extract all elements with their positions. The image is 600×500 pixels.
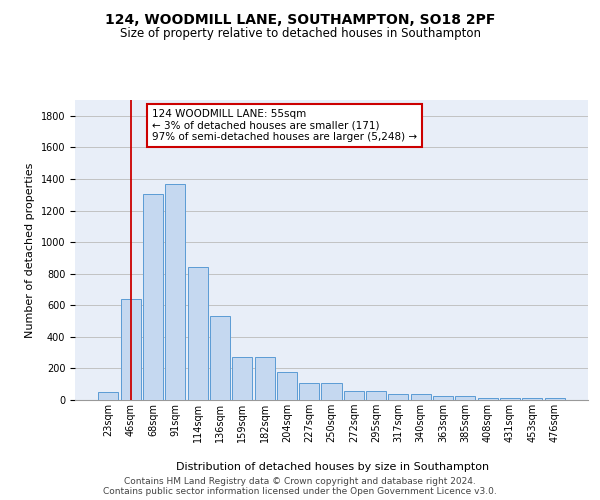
Bar [165, 184, 185, 400]
Bar [277, 372, 297, 400]
Bar [522, 398, 542, 400]
Bar [344, 390, 364, 400]
Bar [299, 384, 319, 400]
Text: 124, WOODMILL LANE, SOUTHAMPTON, SO18 2PF: 124, WOODMILL LANE, SOUTHAMPTON, SO18 2P… [105, 12, 495, 26]
Bar [98, 392, 118, 400]
Text: Distribution of detached houses by size in Southampton: Distribution of detached houses by size … [176, 462, 490, 472]
Bar [545, 398, 565, 400]
Bar [433, 396, 453, 400]
Bar [121, 299, 141, 400]
Bar [411, 394, 431, 400]
Bar [388, 394, 409, 400]
Bar [232, 358, 252, 400]
Bar [210, 316, 230, 400]
Bar [500, 398, 520, 400]
Y-axis label: Number of detached properties: Number of detached properties [25, 162, 35, 338]
Text: Contains HM Land Registry data © Crown copyright and database right 2024.
Contai: Contains HM Land Registry data © Crown c… [103, 476, 497, 496]
Bar [455, 396, 475, 400]
Bar [322, 384, 341, 400]
Bar [366, 390, 386, 400]
Text: Size of property relative to detached houses in Southampton: Size of property relative to detached ho… [119, 28, 481, 40]
Text: 124 WOODMILL LANE: 55sqm
← 3% of detached houses are smaller (171)
97% of semi-d: 124 WOODMILL LANE: 55sqm ← 3% of detache… [152, 109, 417, 142]
Bar [254, 358, 275, 400]
Bar [188, 266, 208, 400]
Bar [478, 398, 498, 400]
Bar [143, 194, 163, 400]
